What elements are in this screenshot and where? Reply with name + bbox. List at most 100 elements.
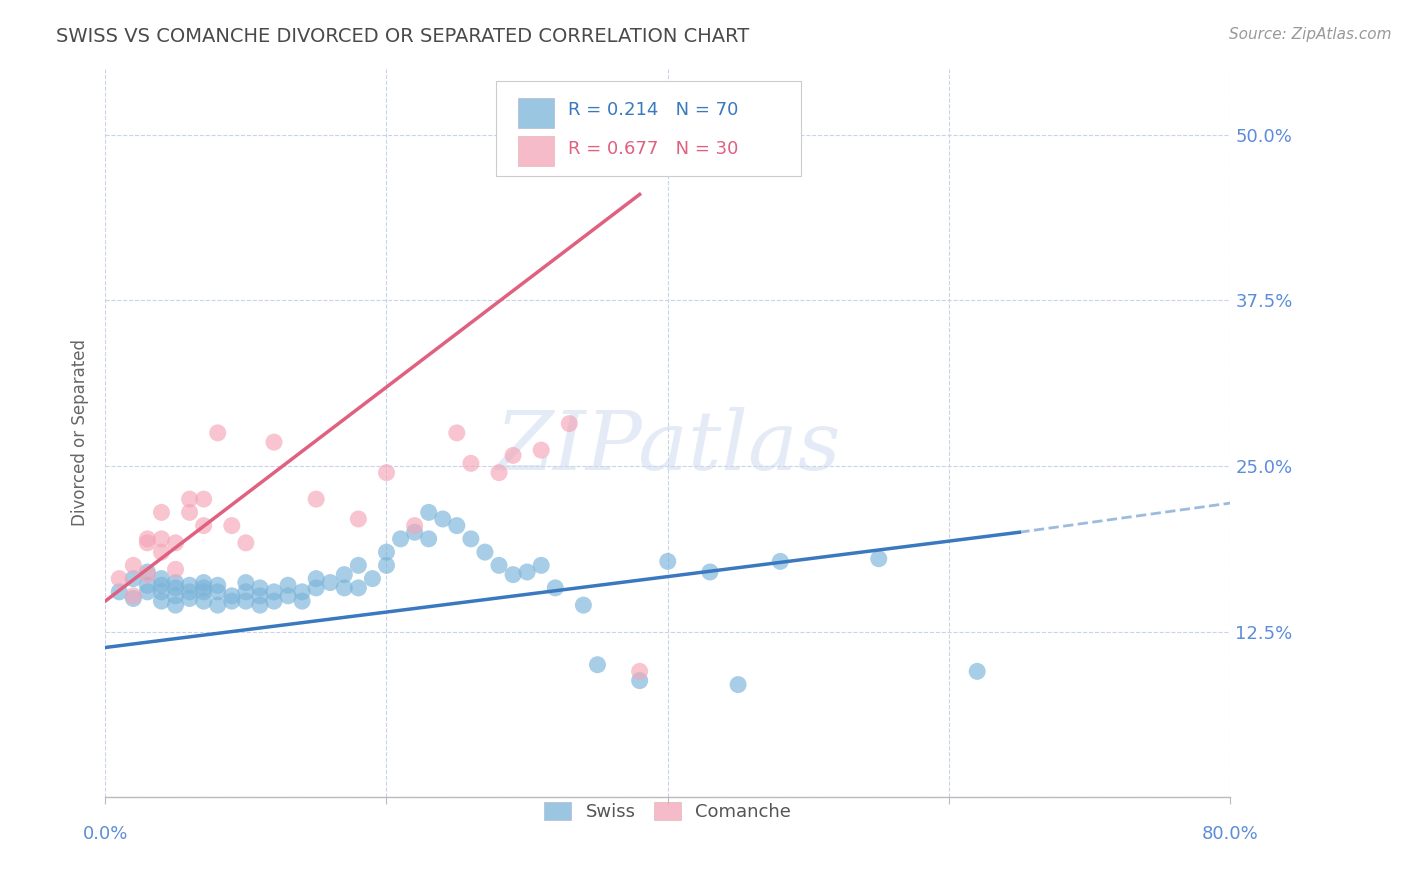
Point [516, 565, 538, 579]
FancyBboxPatch shape [519, 98, 554, 128]
Point [136, 567, 159, 582]
Point [165, 575, 187, 590]
Point [966, 665, 988, 679]
Point [389, 532, 412, 546]
Point [193, 575, 215, 590]
Point [488, 466, 510, 480]
Point [235, 594, 257, 608]
Point [530, 558, 553, 573]
Point [193, 492, 215, 507]
Point [136, 536, 159, 550]
Point [460, 456, 482, 470]
Point [586, 657, 609, 672]
Point [207, 578, 229, 592]
Point [460, 532, 482, 546]
Point [305, 581, 328, 595]
Point [502, 567, 524, 582]
Point [150, 578, 173, 592]
Point [108, 572, 131, 586]
Point [136, 585, 159, 599]
Point [179, 578, 201, 592]
Point [249, 589, 271, 603]
Point [333, 581, 356, 595]
Point [193, 581, 215, 595]
Point [347, 512, 370, 526]
Point [446, 518, 468, 533]
Point [375, 545, 398, 559]
Point [263, 594, 285, 608]
Point [235, 575, 257, 590]
Point [179, 492, 201, 507]
Point [165, 581, 187, 595]
Point [207, 598, 229, 612]
Point [474, 545, 496, 559]
Point [628, 673, 651, 688]
Point [207, 585, 229, 599]
Point [657, 554, 679, 568]
Point [249, 581, 271, 595]
Text: 80.0%: 80.0% [1202, 825, 1258, 843]
Point [502, 449, 524, 463]
Point [333, 567, 356, 582]
FancyBboxPatch shape [519, 136, 554, 166]
Point [150, 532, 173, 546]
Point [122, 589, 145, 603]
Point [530, 443, 553, 458]
Point [235, 536, 257, 550]
Point [193, 518, 215, 533]
Point [544, 581, 567, 595]
Point [263, 435, 285, 450]
Point [347, 581, 370, 595]
Point [193, 594, 215, 608]
Point [221, 594, 243, 608]
Point [263, 585, 285, 599]
Point [108, 585, 131, 599]
Point [179, 591, 201, 606]
Point [277, 578, 299, 592]
Point [165, 589, 187, 603]
Point [122, 572, 145, 586]
Point [404, 525, 426, 540]
Point [769, 554, 792, 568]
Point [221, 518, 243, 533]
Text: R = 0.214   N = 70: R = 0.214 N = 70 [568, 101, 738, 119]
Point [150, 594, 173, 608]
Text: ZIPatlas: ZIPatlas [495, 408, 841, 487]
Point [418, 532, 440, 546]
Point [235, 585, 257, 599]
Point [221, 589, 243, 603]
Point [165, 562, 187, 576]
Point [207, 425, 229, 440]
Point [375, 466, 398, 480]
Legend: Swiss, Comanche: Swiss, Comanche [537, 795, 799, 829]
Point [446, 425, 468, 440]
Point [122, 558, 145, 573]
Point [179, 505, 201, 519]
Point [628, 665, 651, 679]
Point [347, 558, 370, 573]
Point [291, 594, 314, 608]
Point [375, 558, 398, 573]
Point [122, 591, 145, 606]
Point [558, 417, 581, 431]
Text: 0.0%: 0.0% [83, 825, 128, 843]
Point [249, 598, 271, 612]
Point [305, 492, 328, 507]
Point [404, 518, 426, 533]
Point [488, 558, 510, 573]
Point [305, 572, 328, 586]
Point [136, 578, 159, 592]
Point [361, 572, 384, 586]
Point [165, 598, 187, 612]
Point [193, 585, 215, 599]
Point [150, 585, 173, 599]
Text: Source: ZipAtlas.com: Source: ZipAtlas.com [1229, 27, 1392, 42]
Point [432, 512, 454, 526]
Point [136, 565, 159, 579]
Point [179, 585, 201, 599]
Y-axis label: Divorced or Separated: Divorced or Separated [72, 339, 89, 526]
Point [150, 505, 173, 519]
Point [150, 545, 173, 559]
Point [165, 536, 187, 550]
Point [150, 572, 173, 586]
